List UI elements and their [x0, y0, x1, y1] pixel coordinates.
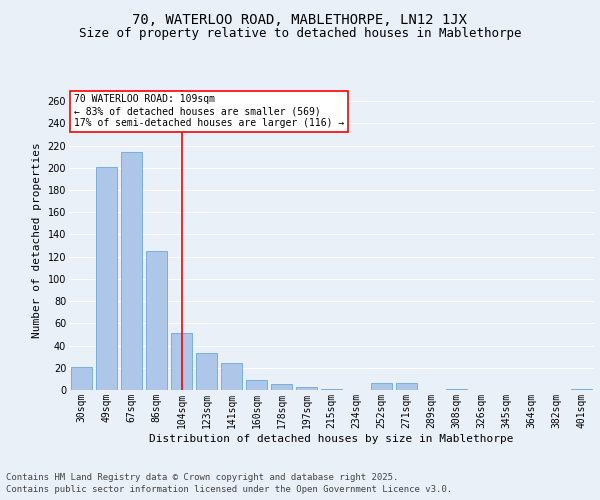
Text: Contains HM Land Registry data © Crown copyright and database right 2025.: Contains HM Land Registry data © Crown c…	[6, 472, 398, 482]
Bar	[221, 364, 242, 390]
Text: Size of property relative to detached houses in Mablethorpe: Size of property relative to detached ho…	[79, 28, 521, 40]
Bar	[71, 366, 92, 390]
Text: 70 WATERLOO ROAD: 109sqm
← 83% of detached houses are smaller (569)
17% of semi-: 70 WATERLOO ROAD: 109sqm ← 83% of detach…	[74, 94, 344, 128]
Bar	[446, 389, 467, 390]
Text: Contains public sector information licensed under the Open Government Licence v3: Contains public sector information licen…	[6, 485, 452, 494]
Bar	[121, 152, 142, 390]
Bar	[246, 380, 267, 390]
Bar	[571, 389, 592, 390]
Bar	[196, 354, 217, 390]
Text: 70, WATERLOO ROAD, MABLETHORPE, LN12 1JX: 70, WATERLOO ROAD, MABLETHORPE, LN12 1JX	[133, 12, 467, 26]
Bar	[321, 389, 342, 390]
Bar	[171, 334, 192, 390]
Bar	[296, 386, 317, 390]
Bar	[271, 384, 292, 390]
Bar	[96, 166, 117, 390]
Bar	[146, 251, 167, 390]
Bar	[396, 384, 417, 390]
Y-axis label: Number of detached properties: Number of detached properties	[32, 142, 42, 338]
X-axis label: Distribution of detached houses by size in Mablethorpe: Distribution of detached houses by size …	[149, 434, 514, 444]
Bar	[371, 384, 392, 390]
